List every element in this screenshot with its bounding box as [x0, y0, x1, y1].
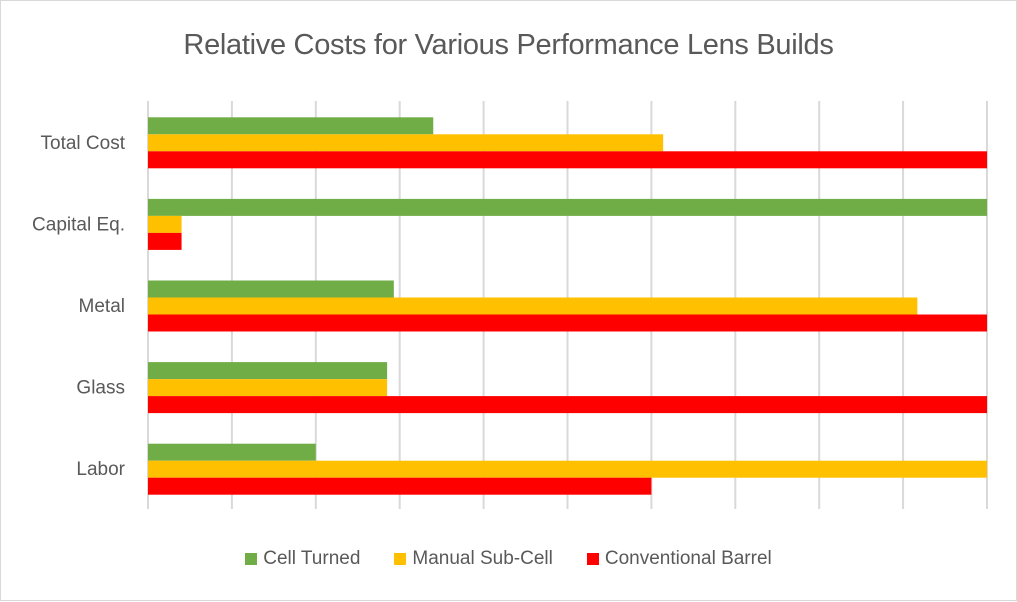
bar-cell-turned-metal [148, 280, 394, 298]
category-label: Labor [76, 459, 125, 480]
bar-manual-sub-cell-metal [148, 297, 918, 315]
bar-cell-turned-labor [148, 443, 316, 461]
legend-label-conventional-barrel: Conventional Barrel [604, 548, 772, 569]
bar-conventional-barrel-metal [148, 314, 987, 332]
legend-swatch-manual-sub-cell [394, 553, 407, 565]
bar-cell-turned-glass [148, 362, 388, 380]
legend: Cell Turned Manual Sub-Cell Conventional… [1, 548, 1016, 570]
category-label: Metal [79, 296, 125, 317]
bar-manual-sub-cell-glass [148, 379, 388, 397]
legend-item-conventional-barrel: Conventional Barrel [586, 548, 772, 570]
bar-conventional-barrel-labor [148, 477, 652, 495]
legend-label-manual-sub-cell: Manual Sub-Cell [412, 548, 553, 569]
legend-item-manual-sub-cell: Manual Sub-Cell [394, 548, 553, 570]
bar-cell-turned-capital-eq [148, 198, 987, 216]
legend-swatch-cell-turned [245, 553, 258, 565]
bar-conventional-barrel-capital-eq [148, 232, 182, 250]
bar-conventional-barrel-glass [148, 396, 987, 414]
bar-conventional-barrel-total-cost [148, 151, 987, 169]
category-label: Glass [76, 378, 125, 399]
bar-manual-sub-cell-labor [148, 460, 987, 478]
bar-manual-sub-cell-total-cost [148, 134, 664, 152]
legend-item-cell-turned: Cell Turned [245, 548, 360, 570]
bar-cell-turned-total-cost [148, 117, 434, 135]
bar-manual-sub-cell-capital-eq [148, 215, 182, 233]
chart-title: Relative Costs for Various Performance L… [183, 29, 834, 61]
legend-label-cell-turned: Cell Turned [263, 548, 361, 569]
category-label: Capital Eq. [32, 214, 125, 235]
legend-swatch-conventional-barrel [586, 553, 599, 565]
category-label: Total Cost [41, 133, 126, 154]
